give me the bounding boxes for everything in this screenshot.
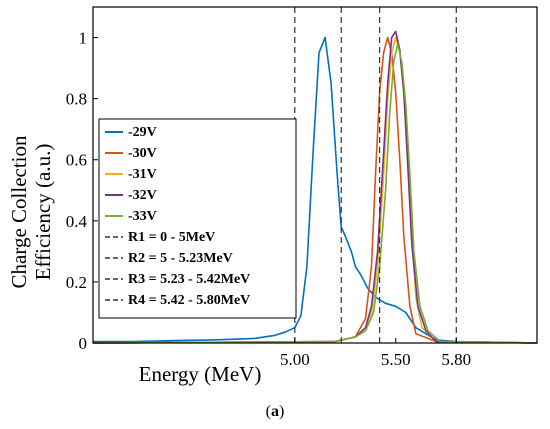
figure-caption-letter: a bbox=[271, 403, 279, 420]
series-line-5 bbox=[92, 42, 538, 344]
y-tick-label-3: 0.6 bbox=[66, 151, 87, 170]
figure-caption: (a) bbox=[266, 403, 285, 420]
legend-label-series-5: -33V bbox=[128, 209, 157, 224]
y-axis-label-line-2: Efficiency (a.u.) bbox=[31, 144, 55, 281]
y-tick-label-5: 1 bbox=[79, 29, 88, 48]
x-tick-label-1: 5.50 bbox=[381, 350, 411, 369]
y-axis-label-line-1: Charge Collection bbox=[7, 135, 31, 288]
legend-box bbox=[98, 118, 297, 319]
y-tick-label-4: 0.8 bbox=[66, 90, 87, 109]
x-axis-label: Energy (MeV) bbox=[139, 362, 262, 386]
series-line-2 bbox=[92, 36, 538, 344]
y-tick-label-0: 0 bbox=[79, 334, 88, 353]
y-tick-label-2: 0.4 bbox=[66, 212, 88, 231]
legend-label-series-1: -29V bbox=[128, 125, 157, 140]
y-axis-label: Charge Collection Efficiency (a.u.) bbox=[7, 135, 55, 288]
legend-label-series-4: -32V bbox=[128, 188, 157, 203]
legend-label-region-3: R3 = 5.23 - 5.42MeV bbox=[128, 272, 250, 287]
axes-frame bbox=[92, 6, 538, 344]
x-tick-label-0: 5.00 bbox=[280, 350, 310, 369]
series-line-4 bbox=[92, 30, 538, 344]
x-tick-label-2: 5.80 bbox=[441, 350, 471, 369]
legend-label-series-2: -30V bbox=[128, 146, 157, 161]
series-layer bbox=[92, 30, 538, 344]
legend-label-series-3: -31V bbox=[128, 167, 157, 182]
series-line-1 bbox=[93, 36, 538, 344]
legend-label-region-1: R1 = 0 - 5MeV bbox=[128, 230, 215, 245]
legend-label-region-4: R4 = 5.42 - 5.80MeV bbox=[128, 293, 250, 308]
legend: -29V -30V -31V -32V -33V R1 = 0 - 5MeV R2 = 5 … bbox=[98, 118, 297, 319]
axes-layer: 0 0.2 0.4 0.6 0.8 1 5.00 5.50 5.80 bbox=[66, 6, 538, 369]
legend-label-region-2: R2 = 5 - 5.23MeV bbox=[128, 251, 233, 266]
y-tick-label-1: 0.2 bbox=[66, 273, 87, 292]
